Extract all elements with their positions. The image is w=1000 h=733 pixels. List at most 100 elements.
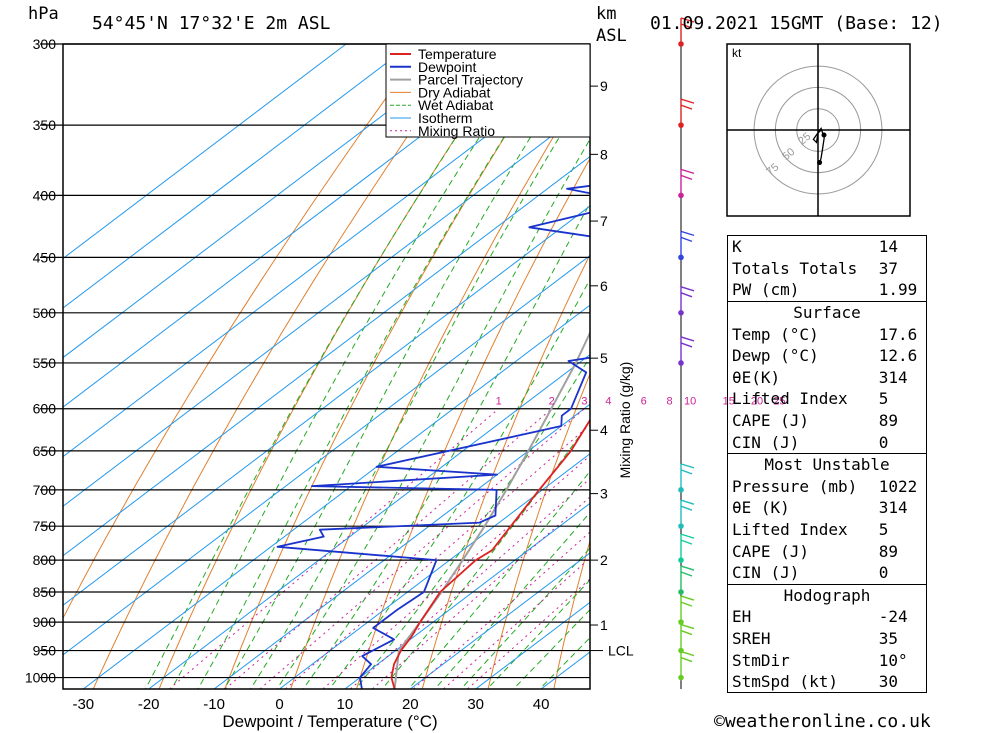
section-title-most-unstable: Most Unstable: [727, 452, 927, 476]
axis-labels: 3003504004505005506006507007508008509009…: [25, 36, 786, 731]
x-tick-label: -30: [72, 696, 94, 713]
x-tick-label: 30: [467, 696, 484, 713]
pressure-label: 600: [33, 401, 57, 417]
x-tick-label: 0: [275, 696, 283, 713]
index-value: 37: [874, 257, 927, 280]
dry-adiabat-line: [487, 372, 590, 689]
wind-barb-flag: [680, 342, 693, 348]
index-label: SREH: [726, 627, 875, 650]
index-label: Totals Totals: [726, 257, 875, 280]
index-value: 0: [874, 431, 927, 454]
wind-barb-flag: [680, 286, 695, 292]
legend-label: Isotherm: [418, 110, 472, 126]
pressure-label: 1000: [25, 670, 56, 686]
wind-barb-flag: [680, 650, 695, 657]
mixing-ratio-line: [168, 408, 499, 689]
table-row: StmSpd (kt) 30: [726, 670, 927, 693]
isotherm-line: [63, 44, 478, 359]
hodograph-unit-label: kt: [732, 46, 742, 60]
index-label: StmSpd (kt): [726, 670, 875, 693]
table-row: SREH 35: [726, 627, 927, 650]
index-label: EH: [726, 606, 875, 628]
km-tick-label: 5: [600, 350, 608, 366]
wind-barb-flag: [680, 98, 695, 104]
isotherm-line: [63, 106, 590, 507]
mixing-ratio-label: 6: [641, 396, 647, 408]
index-value: 14: [874, 234, 927, 258]
index-label: Pressure (mb): [726, 475, 875, 498]
wind-barb-flag: [680, 17, 695, 23]
location-title: 54°45'N 17°32'E 2m ASL: [92, 13, 331, 34]
table-row: Lifted Index 5: [726, 388, 927, 410]
pressure-label: 700: [33, 482, 57, 498]
wind-barb-flag: [680, 571, 693, 577]
wind-barb-flag: [680, 463, 695, 469]
mixing-ratio-lines: [168, 408, 590, 689]
wind-dot: [678, 487, 684, 493]
legend-label: Dry Adiabat: [418, 84, 490, 100]
table-row: Pressure (mb) 1022: [726, 475, 927, 498]
dry-adiabat-line: [355, 157, 590, 689]
wind-barb-flag: [680, 539, 693, 545]
index-label: Temp (°C): [726, 323, 875, 345]
mixing-ratio-axis-title: Mixing Ratio (g/kg): [617, 362, 633, 479]
wet-adiabat-line: [171, 44, 542, 689]
index-value: 89: [874, 540, 927, 562]
unit-asl: ASL: [596, 26, 627, 46]
index-label: θE (K): [726, 497, 875, 519]
index-value: 35: [874, 627, 927, 650]
isotherm-line: [213, 403, 590, 689]
wet-adiabat-line: [381, 420, 590, 689]
index-value: 314: [874, 366, 927, 389]
wind-barb-flag: [680, 292, 693, 298]
index-value: 10°: [874, 649, 927, 671]
legend-label: Mixing Ratio: [418, 123, 495, 139]
isotherm-line: [63, 44, 543, 408]
index-value: -24: [874, 606, 927, 628]
index-label: Dewp (°C): [726, 344, 875, 367]
wind-barb-flag: [680, 623, 695, 630]
lcl-label: LCL: [608, 643, 634, 659]
isotherm-line: [409, 552, 590, 689]
legend-label: Dewpoint: [418, 59, 476, 75]
index-value: 5: [874, 518, 927, 541]
pressure-label: 850: [33, 584, 57, 600]
profiles: [276, 184, 590, 689]
dry-adiabat-line: [421, 253, 590, 689]
index-label: CIN (J): [726, 561, 875, 584]
wet-adiabat-line: [302, 202, 590, 689]
dry-adiabat-line: [158, 44, 519, 689]
index-label: CAPE (J): [726, 409, 875, 432]
pressure-label: 550: [33, 355, 57, 371]
pressure-label: 750: [33, 518, 57, 534]
mixing-ratio-label: 10: [684, 396, 696, 408]
pressure-label: 500: [33, 305, 57, 321]
pressure-label: 950: [33, 643, 57, 659]
index-value: 5: [874, 388, 927, 410]
index-value: 1022: [874, 475, 927, 498]
legend-box: [385, 43, 591, 138]
wind-barb-flag: [680, 595, 695, 601]
index-label: θE(K): [726, 366, 875, 389]
index-label: Lifted Index: [726, 388, 875, 410]
wind-barb-flag: [680, 336, 695, 342]
wet-adiabat-line: [512, 608, 590, 689]
wind-barb-flag: [680, 104, 693, 110]
table-row: Most Unstable: [727, 452, 927, 476]
isotherm-line: [82, 304, 590, 689]
unit-hpa: hPa: [28, 4, 59, 24]
copyright: ©weatheronline.co.uk: [714, 711, 931, 732]
x-tick-label: 20: [402, 696, 419, 713]
index-value: 12.6: [874, 344, 927, 367]
wind-dot: [678, 360, 684, 366]
index-label: PW (cm): [726, 279, 875, 302]
table-row: CAPE (J) 89: [726, 540, 927, 562]
wind-barb-flag: [680, 23, 693, 29]
hodograph-end-point: [817, 160, 823, 166]
table-row: Lifted Index 5: [726, 518, 927, 541]
index-value: 30: [874, 670, 927, 693]
mixing-ratio-label: 1: [496, 396, 502, 408]
legend-label: Parcel Trajectory: [418, 72, 523, 88]
table-row: EH -24: [726, 606, 927, 628]
dewpoint-line: [276, 184, 590, 689]
